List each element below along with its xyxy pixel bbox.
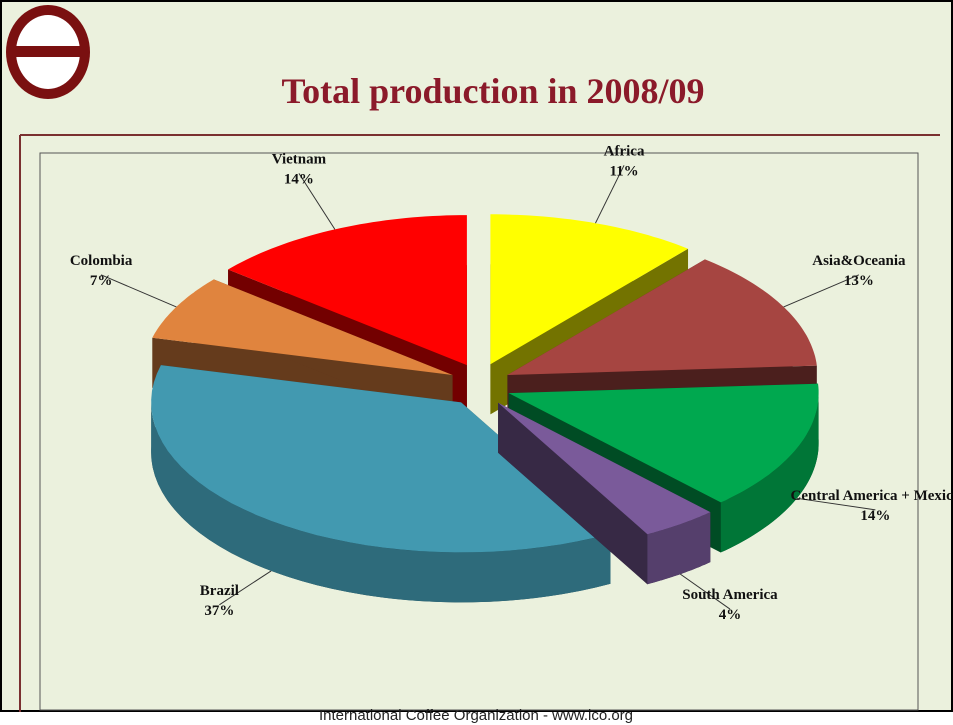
slice-outer-wall	[720, 393, 819, 553]
slice-label: Central America + Mexico	[791, 488, 953, 504]
leader-line	[594, 165, 625, 224]
slice-label: South America	[682, 587, 778, 603]
leader-line	[796, 497, 876, 511]
leader-line	[100, 274, 177, 308]
slice-radial-wall	[498, 402, 648, 585]
frame-rule	[19, 134, 940, 712]
slice	[498, 402, 711, 535]
slice-label: Colombia	[70, 253, 133, 269]
slice	[507, 259, 817, 376]
leader-line	[298, 173, 336, 230]
chart-title: Total production in 2008/09	[281, 71, 704, 111]
slice-label: Africa	[604, 143, 645, 159]
slice-label: Asia&Oceania	[812, 253, 906, 269]
slice	[508, 383, 819, 503]
slice-value-label: 14%	[860, 508, 890, 524]
footer: International Coffee Organization - www.…	[319, 707, 633, 724]
leader-line	[680, 573, 731, 610]
leader-line	[219, 570, 272, 606]
leader-line	[783, 274, 860, 308]
slice-value-label: 37%	[204, 603, 234, 619]
slice	[490, 214, 688, 365]
slice-label: Vietnam	[272, 151, 327, 167]
slice-label: Brazil	[200, 583, 239, 599]
slice-outer-wall	[151, 402, 611, 603]
slice-outer-wall	[647, 512, 711, 585]
slice-value-label: 13%	[844, 273, 874, 289]
slice-value-label: 7%	[90, 273, 113, 289]
slice-value-label: 14%	[284, 171, 314, 187]
slice	[228, 215, 467, 366]
slice	[151, 365, 611, 553]
slice-value-label: 4%	[719, 607, 742, 623]
logo	[6, 5, 90, 99]
slice-value-label: 11%	[609, 163, 638, 179]
slice	[152, 279, 453, 376]
